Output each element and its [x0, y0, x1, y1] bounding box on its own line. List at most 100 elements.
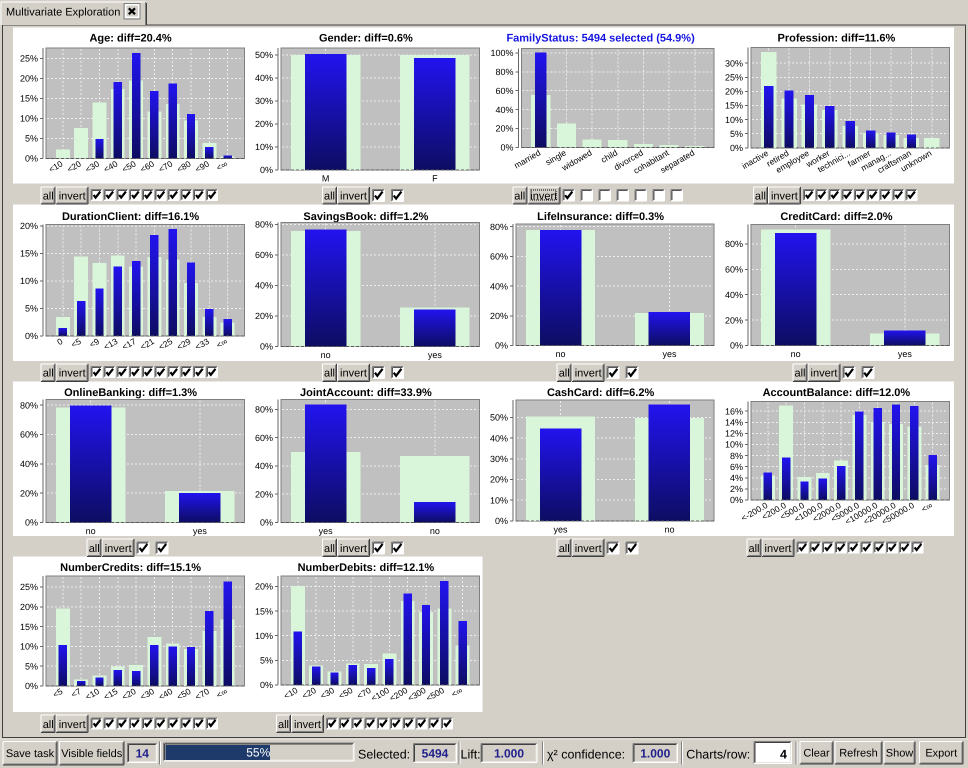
svg-text:all: all — [559, 368, 570, 380]
svg-text:0%: 0% — [730, 143, 743, 153]
svg-text:14%: 14% — [725, 418, 743, 428]
svg-text:0%: 0% — [730, 495, 743, 505]
svg-text:Save task: Save task — [6, 748, 55, 760]
svg-text:40%: 40% — [725, 290, 743, 300]
svg-text:all: all — [514, 190, 525, 202]
svg-text:yes: yes — [428, 350, 443, 360]
svg-text:15%: 15% — [20, 94, 38, 104]
svg-text:yes: yes — [193, 526, 208, 536]
svg-text:40%: 40% — [255, 461, 273, 471]
svg-text:10%: 10% — [725, 115, 743, 125]
svg-text:all: all — [278, 719, 289, 731]
svg-text:AccountBalance: diff=12.0%: AccountBalance: diff=12.0% — [763, 387, 911, 399]
svg-text:0%: 0% — [25, 518, 38, 528]
svg-text:all: all — [794, 368, 805, 380]
svg-text:Lift:: Lift: — [461, 748, 481, 762]
svg-text:20%: 20% — [20, 602, 38, 612]
svg-text:80%: 80% — [490, 222, 508, 232]
svg-text:invert: invert — [530, 190, 557, 202]
svg-text:4: 4 — [780, 748, 787, 762]
svg-text:5494: 5494 — [422, 746, 449, 760]
svg-text:all: all — [748, 543, 759, 555]
svg-text:<∞: <∞ — [215, 159, 230, 173]
svg-text:all: all — [559, 543, 570, 555]
svg-text:20%: 20% — [255, 582, 273, 592]
svg-text:10%: 10% — [20, 642, 38, 652]
svg-text:16%: 16% — [725, 406, 743, 416]
svg-text:DurationClient: diff=16.1%: DurationClient: diff=16.1% — [62, 211, 199, 223]
svg-text:CashCard: diff=6.2%: CashCard: diff=6.2% — [547, 387, 654, 399]
svg-text:40%: 40% — [495, 105, 513, 115]
svg-text:40%: 40% — [255, 73, 273, 83]
svg-text:Refresh: Refresh — [839, 748, 878, 760]
svg-text:50%: 50% — [490, 413, 508, 423]
svg-text:Profession: diff=11.6%: Profession: diff=11.6% — [778, 33, 896, 45]
svg-text:14: 14 — [136, 746, 150, 760]
svg-text:4%: 4% — [730, 473, 743, 483]
svg-text:1.000: 1.000 — [640, 746, 670, 760]
svg-text:60%: 60% — [255, 433, 273, 443]
svg-text:20%: 20% — [255, 489, 273, 499]
svg-text:25%: 25% — [725, 73, 743, 83]
svg-text:invert: invert — [59, 368, 86, 380]
svg-text:2%: 2% — [730, 484, 743, 494]
svg-text:NumberCredits: diff=15.1%: NumberCredits: diff=15.1% — [60, 562, 201, 574]
svg-text:12%: 12% — [725, 429, 743, 439]
svg-text:yes: yes — [554, 524, 569, 534]
svg-text:Age: diff=20.4%: Age: diff=20.4% — [89, 33, 171, 45]
svg-text:invert: invert — [340, 368, 367, 380]
svg-text:invert: invert — [765, 543, 792, 555]
svg-text:no: no — [430, 526, 440, 536]
svg-text:FamilyStatus: 5494 selected (5: FamilyStatus: 5494 selected (54.9%) — [506, 33, 695, 45]
svg-text:JointAccount: diff=33.9%: JointAccount: diff=33.9% — [300, 387, 432, 399]
svg-text:all: all — [43, 190, 54, 202]
svg-text:60%: 60% — [20, 430, 38, 440]
svg-text:10%: 10% — [255, 631, 273, 641]
svg-text:no: no — [664, 524, 674, 534]
svg-text:20%: 20% — [20, 221, 38, 231]
svg-text:0: 0 — [55, 336, 64, 347]
svg-text:10%: 10% — [20, 114, 38, 124]
svg-text:<∞: <∞ — [920, 500, 935, 514]
svg-text:60%: 60% — [725, 265, 743, 275]
svg-text:5%: 5% — [25, 134, 38, 144]
svg-text:Clear: Clear — [803, 748, 830, 760]
svg-text:15%: 15% — [20, 622, 38, 632]
svg-text:80%: 80% — [255, 405, 273, 415]
svg-text:0%: 0% — [260, 518, 273, 528]
svg-text:40%: 40% — [490, 433, 508, 443]
svg-text:invert: invert — [340, 190, 367, 202]
svg-text:20%: 20% — [725, 87, 743, 97]
svg-text:no: no — [791, 349, 801, 359]
svg-text:1.000: 1.000 — [494, 746, 524, 760]
svg-text:10%: 10% — [20, 276, 38, 286]
svg-text:invert: invert — [105, 543, 132, 555]
svg-text:no: no — [321, 350, 331, 360]
svg-text:0%: 0% — [25, 681, 38, 691]
svg-text:40%: 40% — [255, 281, 273, 291]
svg-text:Multivariate Exploration: Multivariate Exploration — [6, 7, 120, 19]
svg-text:20%: 20% — [20, 74, 38, 84]
svg-text:40%: 40% — [490, 281, 508, 291]
svg-text:30%: 30% — [255, 96, 273, 106]
svg-text:0%: 0% — [25, 331, 38, 341]
svg-text:0%: 0% — [25, 154, 38, 164]
svg-text:LifeInsurance: diff=0.3%: LifeInsurance: diff=0.3% — [537, 211, 664, 223]
svg-text:invert: invert — [294, 719, 321, 731]
svg-text:100%: 100% — [490, 48, 513, 58]
svg-text:invert: invert — [771, 190, 798, 202]
svg-text:invert: invert — [575, 543, 602, 555]
svg-text:OnlineBanking: diff=1.3%: OnlineBanking: diff=1.3% — [64, 387, 197, 399]
svg-text:10%: 10% — [490, 495, 508, 505]
svg-text:χ² confidence:: χ² confidence: — [547, 748, 625, 762]
svg-text:<5: <5 — [69, 336, 83, 350]
svg-text:0%: 0% — [730, 341, 743, 351]
svg-text:all: all — [324, 543, 335, 555]
svg-text:SavingsBook: diff=1.2%: SavingsBook: diff=1.2% — [303, 211, 428, 223]
svg-text:20%: 20% — [490, 475, 508, 485]
svg-text:invert: invert — [811, 368, 838, 380]
svg-text:invert: invert — [59, 190, 86, 202]
svg-text:10%: 10% — [255, 142, 273, 152]
svg-text:<5: <5 — [51, 686, 65, 700]
svg-text:invert: invert — [59, 719, 86, 731]
